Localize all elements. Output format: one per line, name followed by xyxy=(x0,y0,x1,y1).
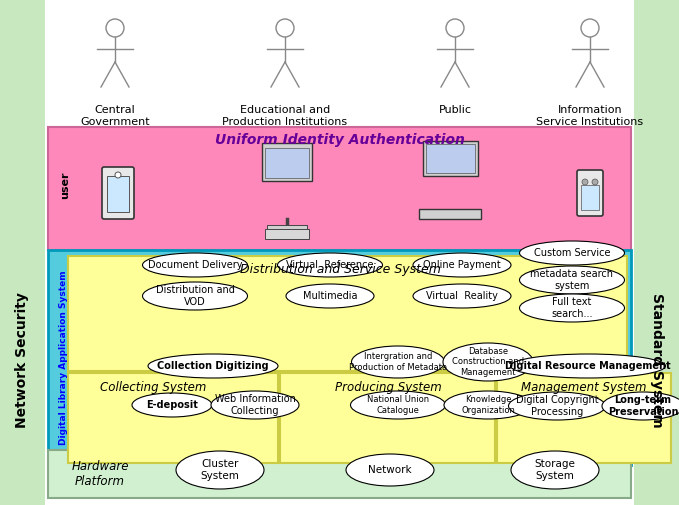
FancyBboxPatch shape xyxy=(577,170,603,216)
Ellipse shape xyxy=(350,391,445,419)
Ellipse shape xyxy=(511,354,665,378)
Bar xyxy=(280,373,495,463)
Text: Database
Construction and
Management: Database Construction and Management xyxy=(452,347,524,377)
Circle shape xyxy=(592,179,598,185)
Bar xyxy=(107,176,129,212)
Bar xyxy=(45,0,634,505)
Text: Network Security: Network Security xyxy=(15,292,29,428)
Ellipse shape xyxy=(346,454,434,486)
Text: Document Delivery: Document Delivery xyxy=(148,260,242,270)
Text: Full text
search...: Full text search... xyxy=(551,297,593,319)
Ellipse shape xyxy=(443,343,533,381)
Ellipse shape xyxy=(509,392,606,420)
Text: Virtual  Reality: Virtual Reality xyxy=(426,291,498,301)
Text: National Union
Catalogue: National Union Catalogue xyxy=(367,395,429,415)
Text: Storage
System: Storage System xyxy=(534,459,575,481)
Bar xyxy=(68,256,627,371)
Text: Virtual  Reference: Virtual Reference xyxy=(287,260,373,270)
Ellipse shape xyxy=(519,241,625,265)
Text: Central
Government: Central Government xyxy=(80,105,150,127)
Text: user: user xyxy=(60,171,70,199)
Text: Hardware
Platform: Hardware Platform xyxy=(71,460,129,488)
Text: Digital Resource Management: Digital Resource Management xyxy=(505,361,671,371)
Text: Network: Network xyxy=(368,465,411,475)
Bar xyxy=(45,0,634,150)
Ellipse shape xyxy=(278,253,382,277)
Ellipse shape xyxy=(143,282,248,310)
Ellipse shape xyxy=(286,284,374,308)
FancyBboxPatch shape xyxy=(419,209,481,219)
Circle shape xyxy=(582,179,588,185)
Ellipse shape xyxy=(176,451,264,489)
Text: Custom Service: Custom Service xyxy=(534,248,610,258)
Bar xyxy=(68,373,278,463)
Ellipse shape xyxy=(413,253,511,277)
Text: Long-term
Preservation: Long-term Preservation xyxy=(608,395,678,417)
Ellipse shape xyxy=(413,284,511,308)
Ellipse shape xyxy=(511,451,599,489)
Bar xyxy=(426,143,475,173)
Ellipse shape xyxy=(132,393,212,417)
Bar xyxy=(265,148,309,178)
Text: Online Payment: Online Payment xyxy=(423,260,501,270)
Ellipse shape xyxy=(602,392,679,420)
Text: Knowledge
Organization: Knowledge Organization xyxy=(461,395,515,415)
Text: Management System: Management System xyxy=(521,381,647,394)
Text: Digital Library Application System: Digital Library Application System xyxy=(58,271,67,445)
Ellipse shape xyxy=(211,391,299,419)
Circle shape xyxy=(115,172,121,178)
Text: Web Information
Collecting: Web Information Collecting xyxy=(215,394,295,416)
Bar xyxy=(265,229,309,239)
Text: Intergration and
Production of Metadata: Intergration and Production of Metadata xyxy=(349,352,447,372)
Text: Collecting System: Collecting System xyxy=(100,381,206,394)
Text: Distribution and Service System: Distribution and Service System xyxy=(240,264,441,277)
Text: Standard System: Standard System xyxy=(650,292,664,427)
Ellipse shape xyxy=(143,253,248,277)
Ellipse shape xyxy=(444,391,532,419)
Bar xyxy=(497,373,671,463)
Text: Collection Digitizing: Collection Digitizing xyxy=(157,361,269,371)
FancyBboxPatch shape xyxy=(102,167,134,219)
Text: Digital Copyright
Processing: Digital Copyright Processing xyxy=(515,395,598,417)
Ellipse shape xyxy=(519,294,625,322)
Ellipse shape xyxy=(352,346,445,378)
Ellipse shape xyxy=(519,266,625,294)
Bar xyxy=(48,250,631,465)
Text: Uniform Identity Authentication: Uniform Identity Authentication xyxy=(215,133,465,147)
FancyBboxPatch shape xyxy=(422,140,477,176)
Text: Multimedia: Multimedia xyxy=(303,291,357,301)
Text: metadata search
system: metadata search system xyxy=(530,269,614,291)
Text: Public: Public xyxy=(439,105,471,115)
Text: Distribution and
VOD: Distribution and VOD xyxy=(155,285,234,307)
Bar xyxy=(48,450,631,498)
Text: E-deposit: E-deposit xyxy=(146,400,198,410)
FancyBboxPatch shape xyxy=(262,143,312,181)
Text: Cluster
System: Cluster System xyxy=(200,459,240,481)
Ellipse shape xyxy=(148,354,278,378)
Bar xyxy=(48,127,631,250)
Text: Information
Service Institutions: Information Service Institutions xyxy=(536,105,644,127)
Text: Producing System: Producing System xyxy=(335,381,441,394)
Bar xyxy=(267,225,307,231)
Text: Educational and
Production Institutions: Educational and Production Institutions xyxy=(223,105,348,127)
Bar xyxy=(581,185,599,210)
